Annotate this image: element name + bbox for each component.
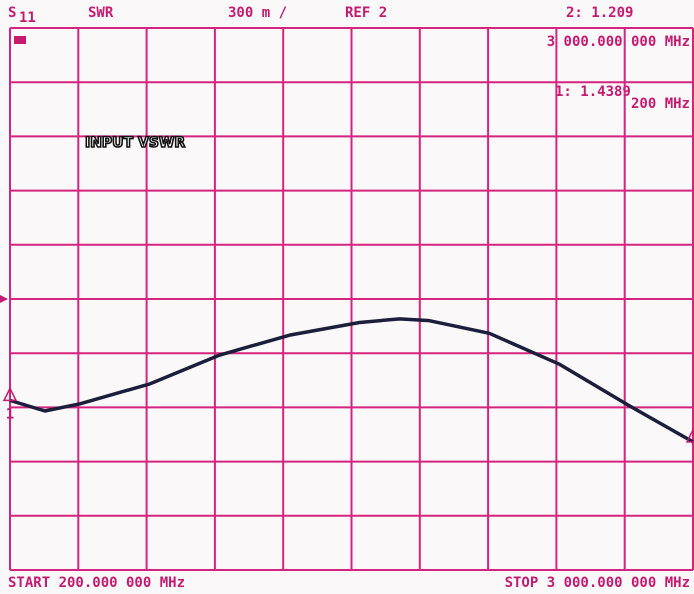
marker <box>685 428 694 443</box>
marker1-readout: 1: 1.4389 <box>555 84 631 100</box>
marker <box>2 386 18 402</box>
marker-label: 1 <box>6 406 14 422</box>
format: SWR <box>88 5 114 21</box>
marker2-readout: 2: 1.209 <box>566 5 633 21</box>
reference-arrow <box>0 295 8 303</box>
trace <box>9 317 694 444</box>
status-icon <box>14 36 26 44</box>
chart-title: INPUT VSWR <box>85 135 185 151</box>
marker2-freq: 3 000.000 000 MHz <box>547 34 690 50</box>
start: START 200.000 000 MHz <box>8 575 185 591</box>
param-sub: 11 <box>19 10 36 26</box>
scale: 300 m / <box>228 5 287 21</box>
ref: REF 2 <box>345 5 387 21</box>
marker1-freq: 200 MHz <box>631 96 690 112</box>
param: S <box>8 5 16 21</box>
stop: STOP 3 000.000 000 MHz <box>505 575 690 591</box>
